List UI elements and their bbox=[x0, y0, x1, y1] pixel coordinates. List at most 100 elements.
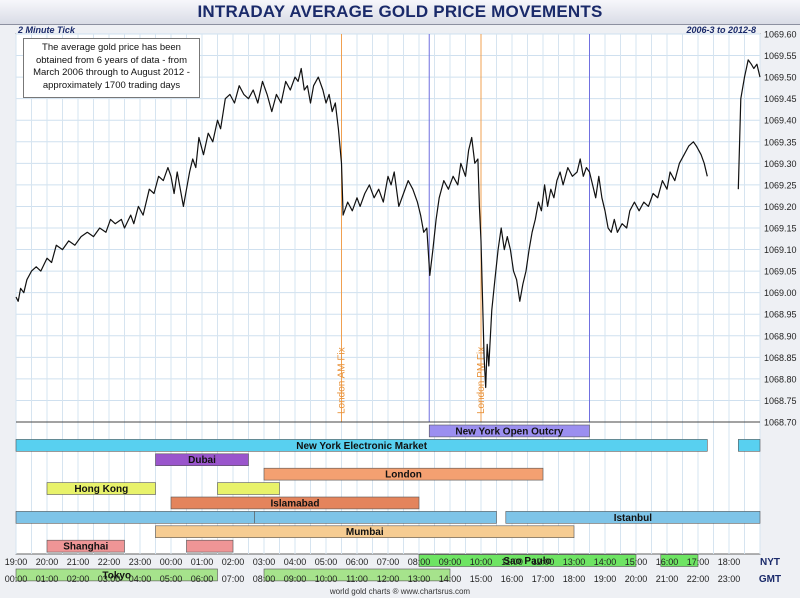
am-fix-label: London AM Fix bbox=[337, 347, 348, 414]
nyt-tick-label: 05:00 bbox=[315, 557, 338, 567]
y-tick-label: 1068.80 bbox=[764, 374, 797, 384]
tick-interval-label: 2 Minute Tick bbox=[18, 25, 75, 35]
gmt-tick-label: 12:00 bbox=[377, 574, 400, 584]
y-tick-label: 1069.20 bbox=[764, 202, 797, 212]
session-label: Hong Kong bbox=[74, 484, 128, 495]
nyt-tick-label: 01:00 bbox=[191, 557, 214, 567]
nyt-tick-label: 15:00 bbox=[625, 557, 648, 567]
gmt-tick-label: 18:00 bbox=[563, 574, 586, 584]
session-bar bbox=[46, 539, 125, 553]
nyt-tick-label: 07:00 bbox=[377, 557, 400, 567]
session-label: Islamabad bbox=[271, 498, 320, 509]
gmt-tick-label: 17:00 bbox=[532, 574, 555, 584]
session-bar bbox=[263, 467, 544, 481]
note-line-3: March 2006 through to August 2012 - bbox=[33, 67, 190, 78]
gmt-tick-label: 16:00 bbox=[501, 574, 524, 584]
title-bar: INTRADAY AVERAGE GOLD PRICE MOVEMENTS bbox=[0, 0, 800, 25]
session-bar bbox=[428, 424, 590, 438]
date-range-label: 2006-3 to 2012-8 bbox=[686, 25, 756, 35]
session-label: Dubai bbox=[188, 455, 216, 466]
session-bar bbox=[505, 511, 761, 524]
session-bar bbox=[46, 482, 156, 495]
session-bar bbox=[15, 511, 255, 524]
gmt-tick-label: 04:00 bbox=[129, 574, 152, 584]
nyt-tick-label: 22:00 bbox=[98, 557, 121, 567]
nyt-tick-label: 14:00 bbox=[594, 557, 617, 567]
y-tick-label: 1069.60 bbox=[764, 30, 797, 40]
session-bar bbox=[15, 568, 218, 582]
y-tick-label: 1069.55 bbox=[764, 51, 797, 61]
session-bar bbox=[217, 482, 280, 495]
y-tick-label: 1069.05 bbox=[764, 267, 797, 277]
nyt-tick-label: 03:00 bbox=[253, 557, 276, 567]
gmt-axis-label: GMT bbox=[759, 574, 781, 585]
y-tick-label: 1069.00 bbox=[764, 288, 797, 298]
gmt-tick-label: 01:00 bbox=[36, 574, 59, 584]
y-tick-label: 1068.95 bbox=[764, 310, 797, 320]
gmt-tick-label: 20:00 bbox=[625, 574, 648, 584]
nyt-tick-label: 12:00 bbox=[532, 557, 555, 567]
y-tick-label: 1069.25 bbox=[764, 180, 797, 190]
session-label: New York Electronic Market bbox=[296, 441, 427, 452]
nyt-tick-label: 21:00 bbox=[67, 557, 90, 567]
gmt-tick-label: 07:00 bbox=[222, 574, 245, 584]
note-line-4: approximately 1700 trading days bbox=[42, 79, 181, 91]
session-label: London bbox=[385, 470, 422, 481]
nyt-axis-label: NYT bbox=[760, 557, 780, 568]
session-bar bbox=[418, 554, 637, 567]
y-tick-label: 1068.75 bbox=[764, 396, 797, 406]
gmt-tick-label: 14:00 bbox=[439, 574, 462, 584]
y-tick-label: 1068.85 bbox=[764, 353, 797, 363]
y-tick-label: 1069.35 bbox=[764, 137, 797, 147]
nyt-tick-label: 13:00 bbox=[563, 557, 586, 567]
gmt-tick-label: 06:00 bbox=[191, 574, 214, 584]
gmt-tick-label: 03:00 bbox=[98, 574, 121, 584]
note-line-1: The average gold price has been bbox=[42, 42, 181, 53]
nyt-tick-label: 17:00 bbox=[687, 557, 710, 567]
y-tick-label: 1068.90 bbox=[764, 331, 797, 341]
y-tick-label: 1069.15 bbox=[764, 224, 797, 234]
gmt-tick-label: 09:00 bbox=[284, 574, 307, 584]
nyt-tick-label: 09:00 bbox=[439, 557, 462, 567]
nyt-tick-label: 16:00 bbox=[656, 557, 679, 567]
session-label: New York Open Outcry bbox=[455, 426, 563, 437]
nyt-tick-label: 19:00 bbox=[5, 557, 28, 567]
nyt-tick-label: 04:00 bbox=[284, 557, 307, 567]
description-note: The average gold price has been obtained… bbox=[23, 38, 200, 98]
session-bar bbox=[737, 439, 761, 452]
gmt-tick-label: 00:00 bbox=[5, 574, 28, 584]
footer-credit: world gold charts ® www.chartsrus.com bbox=[329, 587, 471, 596]
session-label: Shanghai bbox=[63, 542, 108, 553]
price-line bbox=[15, 67, 708, 389]
session-bar bbox=[155, 453, 249, 466]
y-tick-label: 1069.45 bbox=[764, 94, 797, 104]
session-bar bbox=[186, 539, 234, 553]
session-label: Sao Paulo bbox=[503, 556, 551, 567]
nyt-tick-label: 00:00 bbox=[160, 557, 183, 567]
gmt-tick-label: 23:00 bbox=[718, 574, 741, 584]
gmt-tick-label: 22:00 bbox=[687, 574, 710, 584]
nyt-tick-label: 20:00 bbox=[36, 557, 59, 567]
gmt-tick-label: 08:00 bbox=[253, 574, 276, 584]
nyt-tick-label: 02:00 bbox=[222, 557, 245, 567]
y-tick-label: 1069.30 bbox=[764, 159, 797, 169]
session-bar bbox=[170, 496, 420, 510]
gmt-tick-label: 21:00 bbox=[656, 574, 679, 584]
session-bar bbox=[263, 568, 451, 582]
note-line-2: obtained from 6 years of data - from bbox=[35, 54, 188, 66]
gmt-tick-label: 10:00 bbox=[315, 574, 338, 584]
y-tick-label: 1069.40 bbox=[764, 116, 797, 126]
nyt-tick-label: 10:00 bbox=[470, 557, 493, 567]
y-tick-label: 1069.50 bbox=[764, 73, 797, 83]
nyt-tick-label: 18:00 bbox=[718, 557, 741, 567]
nyt-tick-label: 08:00 bbox=[408, 557, 431, 567]
y-tick-label: 1069.10 bbox=[764, 245, 797, 255]
nyt-tick-label: 11:00 bbox=[501, 557, 523, 567]
nyt-tick-label: 06:00 bbox=[346, 557, 369, 567]
chart-title: INTRADAY AVERAGE GOLD PRICE MOVEMENTS bbox=[197, 2, 603, 21]
price-line bbox=[737, 59, 761, 190]
y-tick-label: 1068.70 bbox=[764, 418, 797, 428]
nyt-tick-label: 23:00 bbox=[129, 557, 152, 567]
